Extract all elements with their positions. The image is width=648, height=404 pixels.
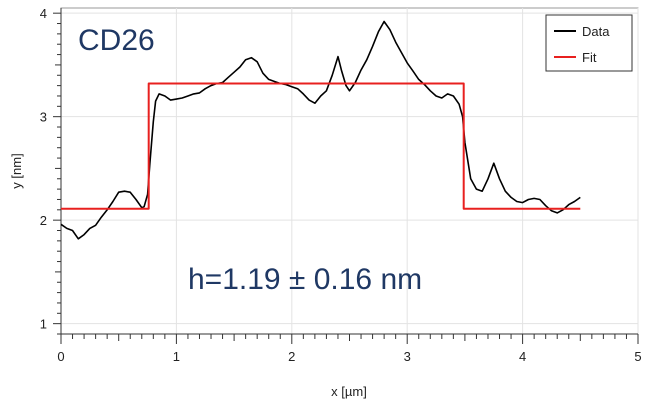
y-tick-label: 2 bbox=[40, 213, 47, 228]
series-line-fit bbox=[61, 82, 581, 210]
height-annotation: h=1.19 ± 0.16 nm bbox=[188, 263, 422, 296]
x-tick-label: 2 bbox=[288, 349, 295, 364]
series-layer bbox=[60, 20, 581, 240]
x-tick-label: 5 bbox=[634, 349, 641, 364]
legend: Data Fit bbox=[545, 14, 633, 72]
y-tick-label: 1 bbox=[40, 317, 47, 332]
legend-label-data: Data bbox=[582, 24, 610, 39]
plot-area bbox=[60, 7, 639, 335]
legend-box bbox=[545, 14, 633, 72]
x-axis-title: x [µm] bbox=[331, 384, 367, 399]
ticks: 0 1 2 3 4 5 1 2 3 4 bbox=[40, 6, 642, 364]
x-tick-label: 4 bbox=[519, 349, 526, 364]
x-tick-label: 1 bbox=[173, 349, 180, 364]
x-tick-label: 0 bbox=[57, 349, 64, 364]
y-tick-label: 3 bbox=[40, 110, 47, 125]
legend-label-fit: Fit bbox=[582, 50, 597, 65]
sample-label: CD26 bbox=[78, 24, 155, 57]
x-tick-label: 3 bbox=[404, 349, 411, 364]
grid bbox=[61, 8, 639, 334]
y-axis-title: y [nm] bbox=[9, 153, 24, 188]
series-line-data bbox=[60, 20, 581, 240]
y-tick-label: 4 bbox=[40, 6, 47, 21]
